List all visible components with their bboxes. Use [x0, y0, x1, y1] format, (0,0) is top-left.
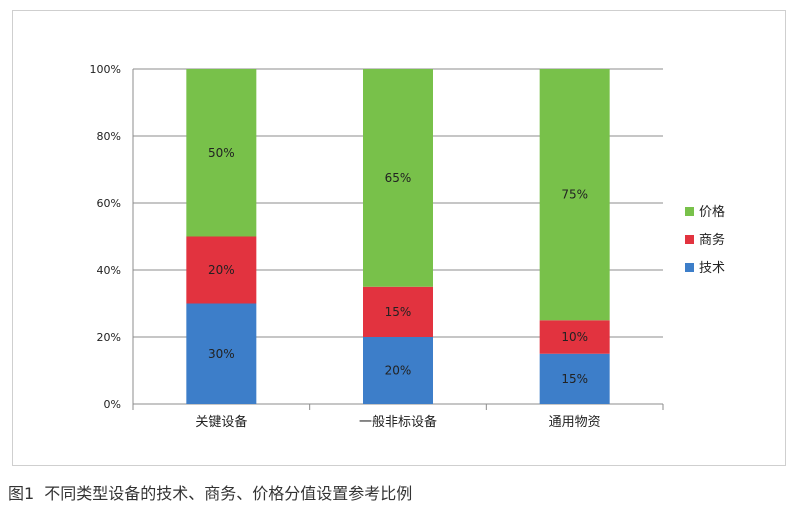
y-tick-label: 60% [97, 197, 121, 210]
data-label: 20% [385, 364, 412, 378]
data-label: 20% [208, 263, 235, 277]
legend-label: 技术 [699, 261, 725, 276]
bar-segment [539, 353, 610, 404]
bar-segment [363, 286, 433, 337]
bar-segment [186, 303, 257, 404]
legend-swatch [685, 263, 694, 272]
x-tick-label: 通用物资 [549, 415, 601, 430]
x-tick-label: 一般非标设备 [359, 414, 437, 430]
stacked-bar-chart: 0% 20% 40% 60% 80% 100% 30% 20% 50% 关键设备 20% 15% 65%… [90, 63, 725, 430]
data-label: 10% [561, 330, 588, 344]
legend-swatch [685, 207, 694, 216]
data-label: 50% [208, 146, 235, 160]
data-label: 15% [561, 372, 588, 386]
data-label: 15% [385, 305, 412, 319]
y-tick-label: 100% [90, 63, 121, 76]
y-tick-label: 0% [104, 398, 121, 411]
y-tick-label: 20% [97, 331, 121, 344]
bar-segment [363, 69, 433, 287]
figure-label: 图1 [8, 484, 35, 503]
bar-segment [186, 236, 257, 304]
legend-label: 商务 [699, 232, 725, 248]
bar-segment [186, 69, 257, 237]
legend-swatch [685, 235, 694, 244]
data-label: 65% [385, 171, 412, 185]
y-tick-label: 40% [97, 264, 121, 277]
y-tick-label: 80% [97, 130, 121, 143]
bar-segment [539, 69, 610, 321]
data-label: 75% [561, 188, 588, 202]
figure-caption: 图1 不同类型设备的技术、商务、价格分值设置参考比例 [8, 480, 412, 504]
x-tick-label: 关键设备 [195, 414, 247, 430]
bar-segment [539, 320, 610, 354]
chart-frame: 0% 20% 40% 60% 80% 100% 30% 20% 50% 关键设备 20% 15% 65%… [12, 10, 786, 466]
bar-segment [363, 337, 433, 404]
legend-label: 价格 [699, 204, 725, 220]
figure-caption-text: 不同类型设备的技术、商务、价格分值设置参考比例 [44, 484, 413, 503]
data-label: 30% [208, 347, 235, 361]
